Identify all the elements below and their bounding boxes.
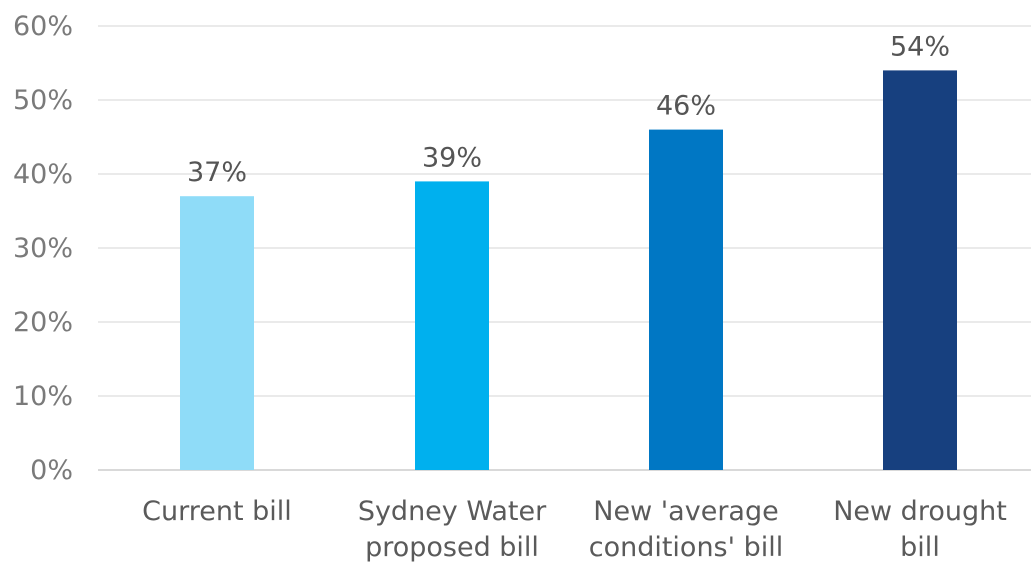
bars <box>180 70 957 471</box>
y-tick-label: 50% <box>13 85 73 116</box>
data-label: 54% <box>890 31 950 62</box>
x-axis-categories: Current bill Sydney Water proposed bill New… <box>142 496 1007 562</box>
data-label: 39% <box>422 142 482 173</box>
y-tick-label: 30% <box>13 233 73 264</box>
y-tick-label: 40% <box>13 159 73 190</box>
y-tick-label: 10% <box>13 381 73 412</box>
category-label: New 'average conditions' bill <box>589 496 784 562</box>
bar <box>180 196 254 470</box>
data-labels: 37% 39% 46% 54% <box>187 31 950 188</box>
bar <box>649 129 723 470</box>
category-label: Sydney Water proposed bill <box>358 496 547 562</box>
bar <box>883 70 957 471</box>
data-label: 37% <box>187 157 247 188</box>
y-tick-label: 20% <box>13 307 73 338</box>
category-label: New drought bill <box>833 496 1007 562</box>
data-label: 46% <box>656 91 716 122</box>
category-label: Current bill <box>142 496 292 527</box>
y-axis-ticks: 0% 10% 20% 30% 40% 50% 60% <box>13 11 73 486</box>
y-tick-label: 0% <box>30 455 73 486</box>
bar <box>415 181 489 470</box>
y-tick-label: 60% <box>13 11 73 42</box>
